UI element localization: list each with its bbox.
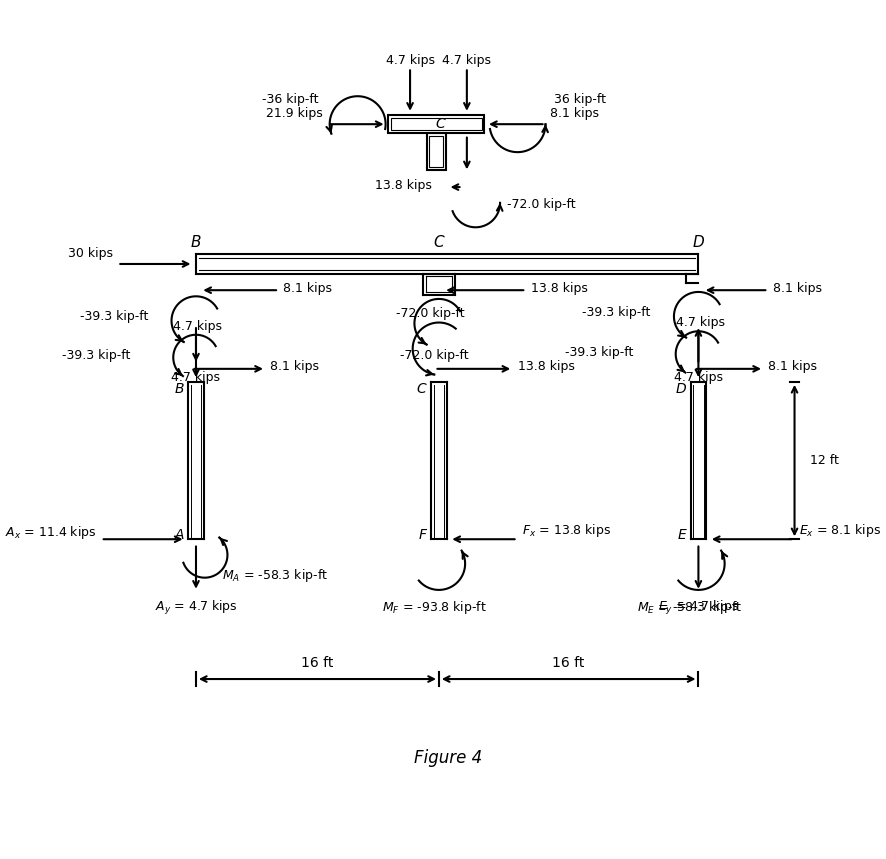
Text: -39.3 kip-ft: -39.3 kip-ft xyxy=(564,345,633,359)
Text: 8.1 kips: 8.1 kips xyxy=(550,107,599,120)
Text: F: F xyxy=(419,528,427,542)
Text: $E_y$ = 4.7 kips: $E_y$ = 4.7 kips xyxy=(657,599,739,617)
Text: 13.8 kips: 13.8 kips xyxy=(375,179,431,192)
Text: 30 kips: 30 kips xyxy=(68,247,113,260)
Text: B: B xyxy=(175,382,183,396)
Text: C: C xyxy=(436,117,446,131)
Text: D: D xyxy=(693,235,704,250)
Text: C: C xyxy=(417,382,427,396)
Text: $A_y$ = 4.7 kips: $A_y$ = 4.7 kips xyxy=(155,599,237,617)
Text: 8.1 kips: 8.1 kips xyxy=(270,360,319,373)
Text: $M_A$ = -58.3 kip-ft: $M_A$ = -58.3 kip-ft xyxy=(222,568,328,584)
Text: 4.7 kips: 4.7 kips xyxy=(674,370,723,384)
Text: $F_x$ = 13.8 kips: $F_x$ = 13.8 kips xyxy=(522,522,611,539)
Text: 8.1 kips: 8.1 kips xyxy=(284,282,332,295)
Text: E: E xyxy=(678,528,686,542)
Text: 8.1 kips: 8.1 kips xyxy=(773,282,821,295)
Text: -72.0 kip-ft: -72.0 kip-ft xyxy=(507,198,576,211)
Text: -39.3 kip-ft: -39.3 kip-ft xyxy=(80,310,148,323)
Text: C: C xyxy=(433,235,444,250)
Text: -39.3 kip-ft: -39.3 kip-ft xyxy=(62,350,130,362)
Text: $M_F$ = -93.8 kip-ft: $M_F$ = -93.8 kip-ft xyxy=(382,599,487,616)
Text: 4.7 kips: 4.7 kips xyxy=(442,54,492,67)
Bar xyxy=(427,133,446,169)
Text: 12 ft: 12 ft xyxy=(811,454,839,467)
Text: Figure 4: Figure 4 xyxy=(414,749,482,767)
Text: A: A xyxy=(175,528,183,542)
Text: -72.0 kip-ft: -72.0 kip-ft xyxy=(400,350,469,362)
Text: -39.3 kip-ft: -39.3 kip-ft xyxy=(582,306,650,319)
Text: 13.8 kips: 13.8 kips xyxy=(531,282,587,295)
Text: -72.0 kip-ft: -72.0 kip-ft xyxy=(396,308,464,320)
Bar xyxy=(388,115,485,133)
Text: 13.8 kips: 13.8 kips xyxy=(517,360,574,373)
Text: 36 kip-ft: 36 kip-ft xyxy=(555,94,606,107)
Text: 4.7 kips: 4.7 kips xyxy=(676,316,725,329)
Bar xyxy=(430,136,443,167)
Text: 4.7 kips: 4.7 kips xyxy=(385,54,434,67)
Text: $E_x$ = 8.1 kips: $E_x$ = 8.1 kips xyxy=(799,522,882,539)
Text: 8.1 kips: 8.1 kips xyxy=(768,360,817,373)
Text: -36 kip-ft: -36 kip-ft xyxy=(262,94,318,107)
Text: 16 ft: 16 ft xyxy=(553,656,585,670)
Text: 21.9 kips: 21.9 kips xyxy=(266,107,323,120)
Text: 16 ft: 16 ft xyxy=(301,656,334,670)
Text: B: B xyxy=(190,235,201,250)
Text: $M_E$ = -58.3 kip-ft: $M_E$ = -58.3 kip-ft xyxy=(637,599,742,616)
Text: $A_x$ = 11.4 kips: $A_x$ = 11.4 kips xyxy=(4,524,97,540)
Bar xyxy=(391,118,482,131)
Text: 4.7 kips: 4.7 kips xyxy=(174,320,222,333)
Text: D: D xyxy=(675,382,686,396)
Text: 4.7 kips: 4.7 kips xyxy=(172,370,221,384)
